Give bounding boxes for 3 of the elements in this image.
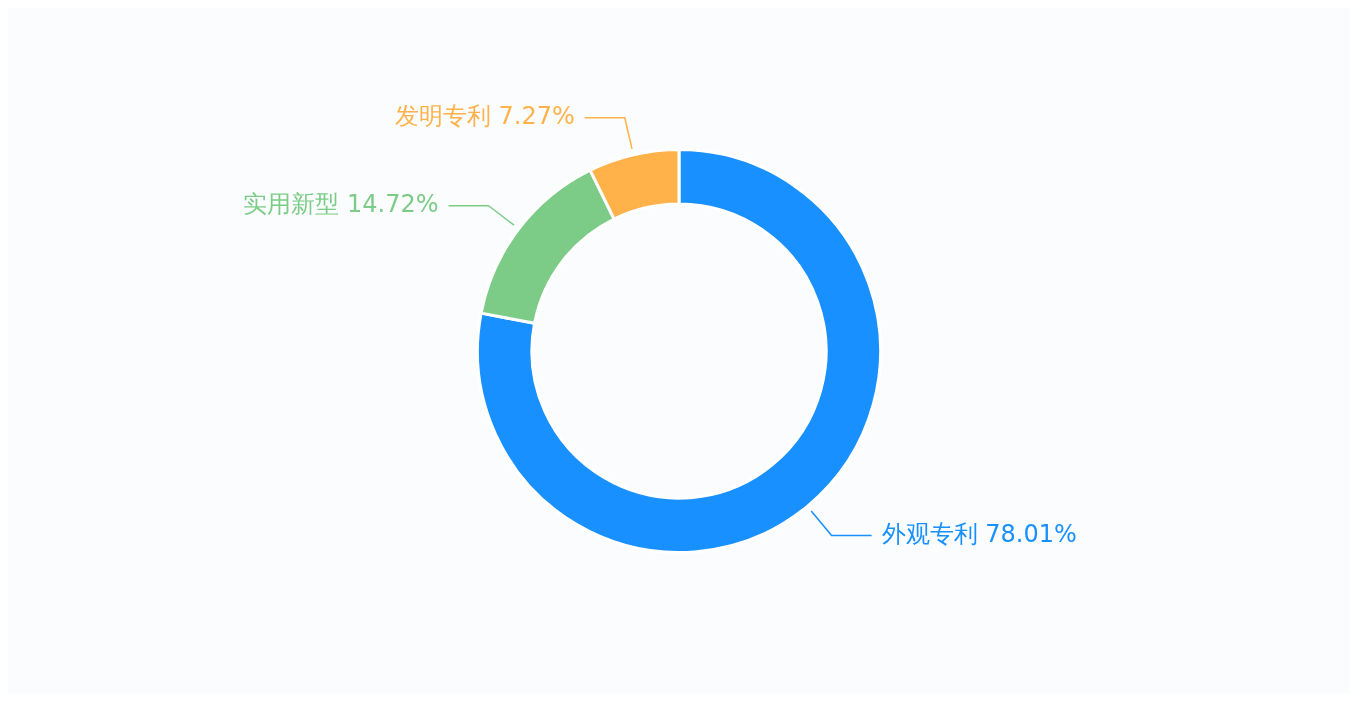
slice-label: 实用新型 14.72% [243,189,439,218]
slice-label: 外观专利 78.01% [881,519,1077,548]
slice-label: 发明专利 7.27% [394,101,575,130]
